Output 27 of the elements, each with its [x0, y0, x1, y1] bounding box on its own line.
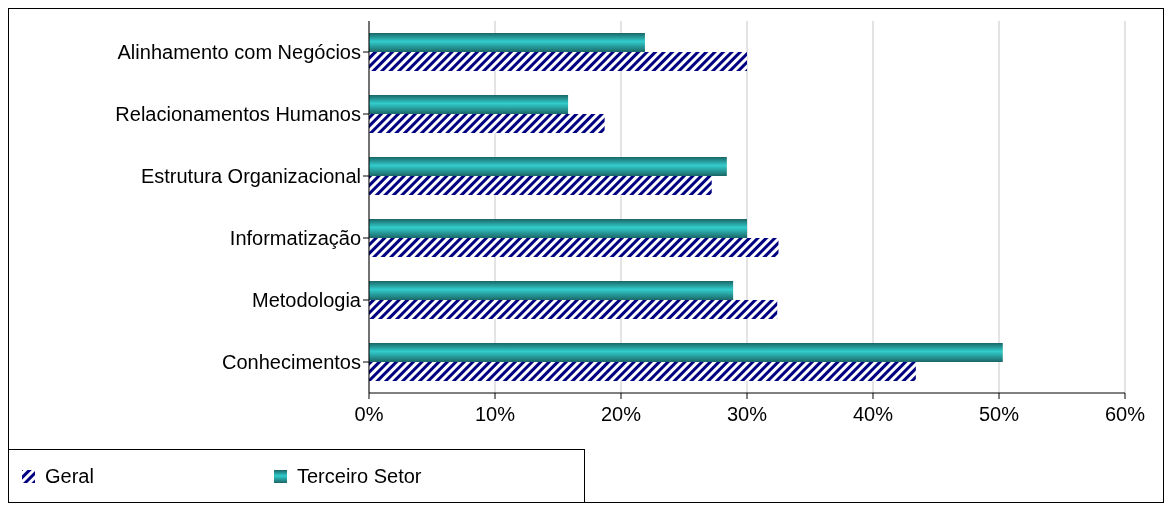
y-tick-label: Estrutura Organizacional: [140, 165, 361, 188]
y-tick-label: Relacionamentos Humanos: [115, 103, 361, 126]
x-tick-label: 0%: [354, 403, 384, 426]
legend-label: Geral: [45, 464, 94, 488]
x-tick-label: 30%: [726, 403, 768, 426]
legend-label: Terceiro Setor: [297, 464, 422, 488]
x-tick-label: 40%: [852, 403, 894, 426]
bar: [369, 300, 778, 319]
x-tick-label: 50%: [978, 403, 1020, 426]
bar: [369, 238, 779, 257]
y-tick-label: Conhecimentos: [222, 351, 361, 374]
y-tick-label: Alinhamento com Negócios: [117, 41, 361, 64]
bar: [369, 343, 1003, 362]
bar: [369, 281, 734, 300]
bar: [369, 33, 645, 52]
bar: [369, 95, 569, 114]
x-tick-label: 10%: [474, 403, 516, 426]
bar: [369, 219, 747, 238]
y-tick-label: Informatização: [229, 227, 361, 250]
bar: [369, 157, 727, 176]
bar: [369, 114, 605, 133]
bar: [369, 362, 916, 381]
bar: [369, 52, 747, 71]
bar: [369, 176, 712, 195]
x-tick-label: 60%: [1104, 403, 1146, 426]
x-tick-label: 20%: [600, 403, 642, 426]
y-tick-label: Metodologia: [252, 289, 362, 312]
